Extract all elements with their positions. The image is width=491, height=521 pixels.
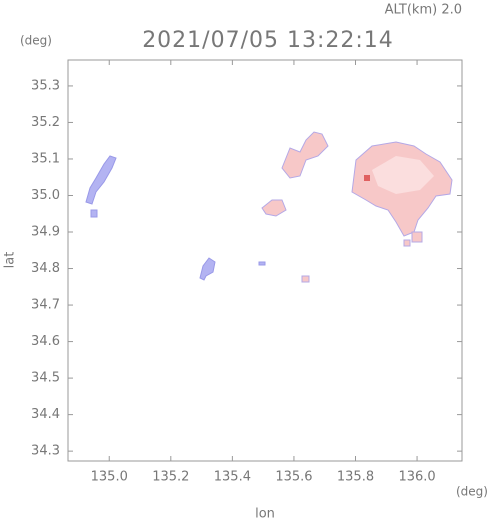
x-unit: (deg)	[456, 485, 488, 499]
radar-echoes	[85, 131, 453, 283]
echo	[372, 156, 434, 194]
y-tick-label: 34.7	[31, 298, 60, 313]
echo	[281, 131, 329, 179]
echo	[411, 231, 423, 243]
y-tick-label: 34.6	[31, 334, 60, 349]
echo	[301, 275, 310, 283]
echo	[90, 209, 98, 218]
y-unit: (deg)	[20, 34, 52, 48]
echo	[199, 257, 216, 281]
y-tick-label: 35.2	[31, 115, 60, 130]
echo	[403, 239, 411, 247]
echo	[261, 199, 287, 217]
y-tick-label: 34.9	[31, 225, 60, 240]
x-tick-label: 135.4	[214, 470, 251, 485]
y-tick-label: 34.3	[31, 444, 60, 459]
x-tick-label: 135.6	[275, 470, 312, 485]
chart-title: 2021/07/05 13:22:14	[142, 28, 394, 53]
y-tick-label: 35.3	[31, 78, 60, 93]
y-tick-label: 35.1	[31, 151, 60, 166]
altitude-label: ALT(km) 2.0	[385, 3, 462, 18]
y-tick-label: 34.8	[31, 261, 60, 276]
y-tick-label: 34.4	[31, 407, 60, 422]
x-tick-label: 135.2	[152, 470, 189, 485]
y-tick-label: 35.0	[31, 188, 60, 203]
y-tick-label: 34.5	[31, 371, 60, 386]
x-tick-label: 136.0	[398, 470, 435, 485]
y-axis-label: lat	[3, 252, 18, 269]
echo	[258, 261, 266, 266]
x-tick-label: 135.0	[91, 470, 128, 485]
echo	[364, 175, 370, 181]
x-tick-label: 135.8	[337, 470, 374, 485]
echo	[85, 155, 117, 205]
plot-frame	[67, 59, 463, 462]
x-axis-label: lon	[255, 507, 275, 521]
